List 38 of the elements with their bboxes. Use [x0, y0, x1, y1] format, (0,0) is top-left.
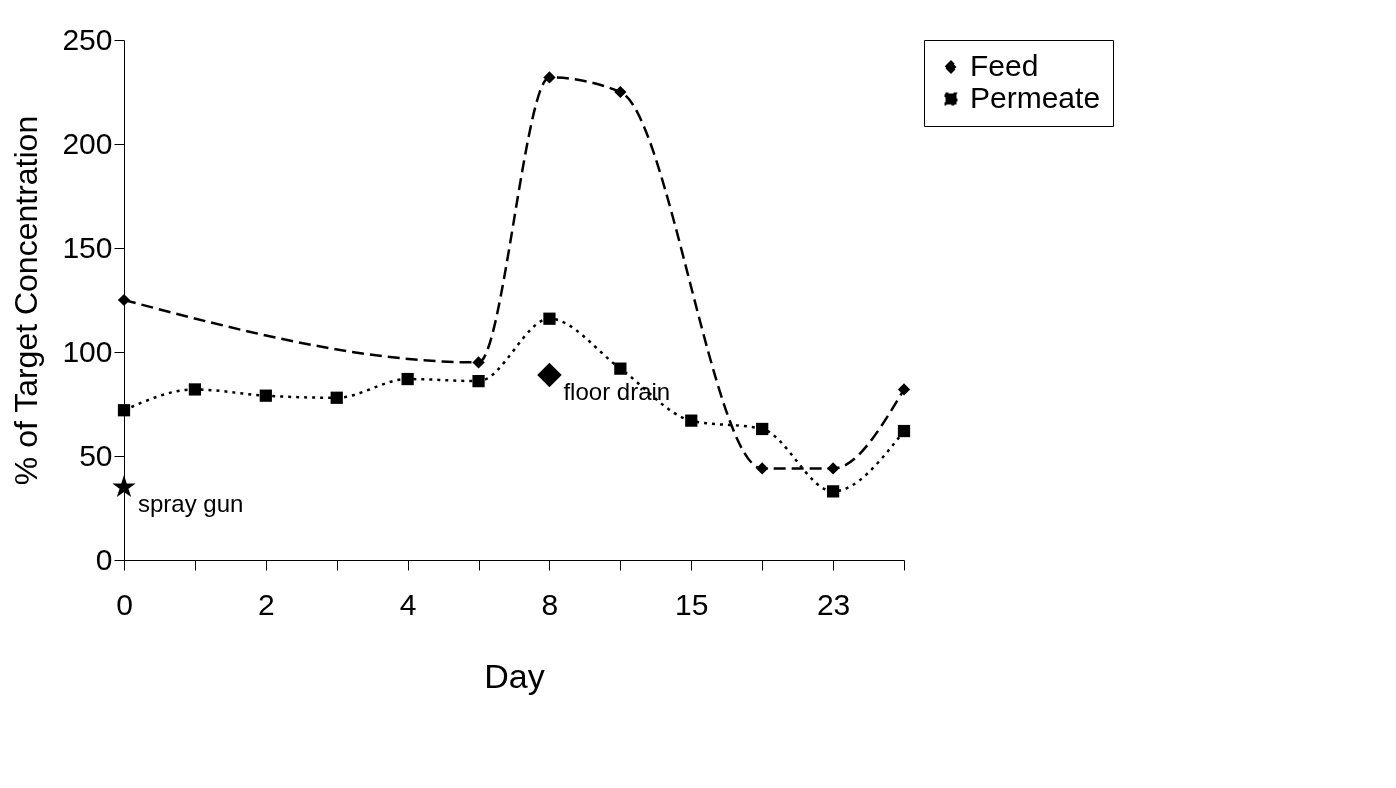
point [259, 389, 272, 402]
point [543, 71, 556, 84]
point [112, 474, 136, 498]
legend-label: Feed [970, 49, 1039, 82]
point [543, 312, 556, 325]
annotation: spray gun [138, 490, 244, 518]
point [614, 362, 627, 375]
y-tick-label: 200 [62, 126, 113, 160]
point [330, 391, 343, 404]
point [756, 422, 769, 436]
y-axis-title: % of Target Concentration [8, 115, 45, 486]
point [472, 375, 485, 388]
y-tick-label: 0 [95, 542, 113, 576]
point [117, 404, 131, 417]
point [401, 372, 414, 386]
x-tick-label: 4 [399, 587, 417, 621]
point [188, 383, 202, 396]
point [897, 424, 911, 438]
point [826, 462, 840, 475]
x-tick-label: 23 [816, 587, 851, 621]
point [614, 85, 627, 99]
x-tick-label: 2 [257, 587, 275, 621]
x-tick-label: 15 [675, 587, 709, 621]
annotation: floor drain [563, 377, 671, 405]
x-axis-title: Day [484, 656, 545, 695]
y-tick-label: 100 [62, 334, 113, 368]
y-tick-label: 150 [62, 230, 113, 264]
legend-label: Permeate [970, 81, 1101, 114]
point [756, 462, 769, 475]
point [826, 485, 840, 498]
y-tick-label: 250 [62, 22, 113, 56]
point [472, 356, 485, 369]
point [537, 362, 562, 388]
point [897, 383, 911, 396]
point [117, 293, 131, 307]
y-tick-label: 50 [79, 438, 113, 472]
point [685, 414, 698, 427]
x-tick-label: 8 [541, 587, 559, 621]
